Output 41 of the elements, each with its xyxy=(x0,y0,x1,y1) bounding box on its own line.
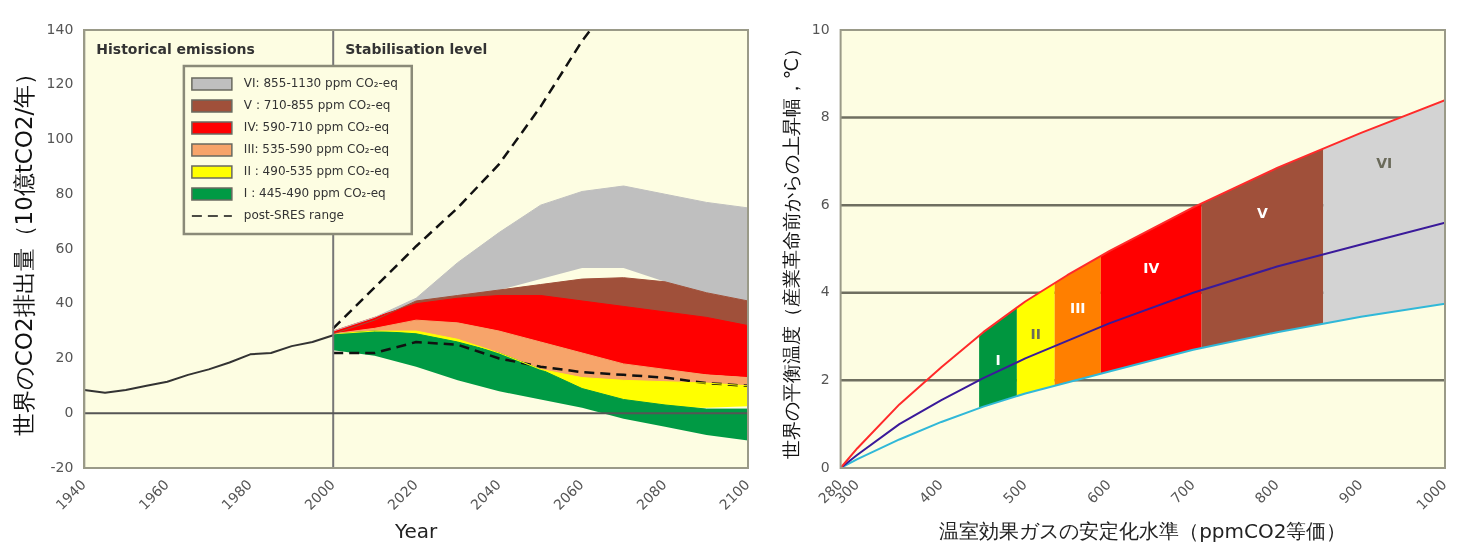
y-tick-label: 80 xyxy=(55,184,74,201)
legend-label: VI: 855-1130 ppm CO₂-eq xyxy=(243,76,398,91)
y-tick-label: 140 xyxy=(46,20,74,37)
band-label: V xyxy=(1257,205,1268,222)
legend-label: I : 445-490 ppm CO₂-eq xyxy=(243,186,386,201)
band-label: IV xyxy=(1143,259,1160,276)
y-tick-label: -20 xyxy=(50,458,74,475)
x-tick-label: 900 xyxy=(1335,476,1366,507)
legend-label: II : 490-535 ppm CO₂-eq xyxy=(243,164,390,179)
y-tick-label: 120 xyxy=(46,75,74,92)
x-tick-label: 600 xyxy=(1083,476,1114,507)
legend-label: III: 535-590 ppm CO₂-eq xyxy=(243,142,390,157)
band-label: I xyxy=(995,352,1001,369)
y-tick-label: 40 xyxy=(55,294,74,311)
legend-label: V : 710-855 ppm CO₂-eq xyxy=(243,98,391,113)
y-axis-title: 世界のCO2排出量（10億tCO2/年） xyxy=(10,61,37,437)
y-axis-title: 世界の平衡温度（産業革命前からの上昇幅，℃） xyxy=(780,38,803,460)
x-tick-label: 400 xyxy=(915,476,947,507)
legend-label: post-SRES range xyxy=(243,208,344,223)
y-tick-label: 10 xyxy=(811,20,830,37)
legend-label: IV: 590-710 ppm CO₂-eq xyxy=(243,120,390,135)
x-axis-title: 温室効果ガスの安定化水準（ppmCO2等価） xyxy=(939,519,1347,544)
y-tick-label: 2 xyxy=(820,370,830,387)
y-tick-label: 60 xyxy=(55,239,74,256)
x-tick-label: 800 xyxy=(1251,476,1282,507)
y-tick-label: 4 xyxy=(820,283,830,300)
band-label: VI xyxy=(1376,154,1393,171)
y-tick-label: 0 xyxy=(64,403,74,420)
y-tick-label: 8 xyxy=(820,108,830,125)
band-label: III xyxy=(1069,299,1086,316)
x-tick-label: 700 xyxy=(1167,476,1198,507)
y-tick-label: 20 xyxy=(55,349,74,366)
band-label: II xyxy=(1030,325,1041,342)
annotation: Historical emissions xyxy=(96,40,255,57)
line-series xyxy=(331,340,748,388)
y-tick-label: 100 xyxy=(46,130,74,147)
annotation: Stabilisation level xyxy=(345,40,488,57)
y-tick-label: 0 xyxy=(820,458,830,475)
x-tick-label: 500 xyxy=(999,476,1030,507)
x-axis-title: Year xyxy=(393,519,439,544)
y-tick-label: 6 xyxy=(820,195,830,212)
